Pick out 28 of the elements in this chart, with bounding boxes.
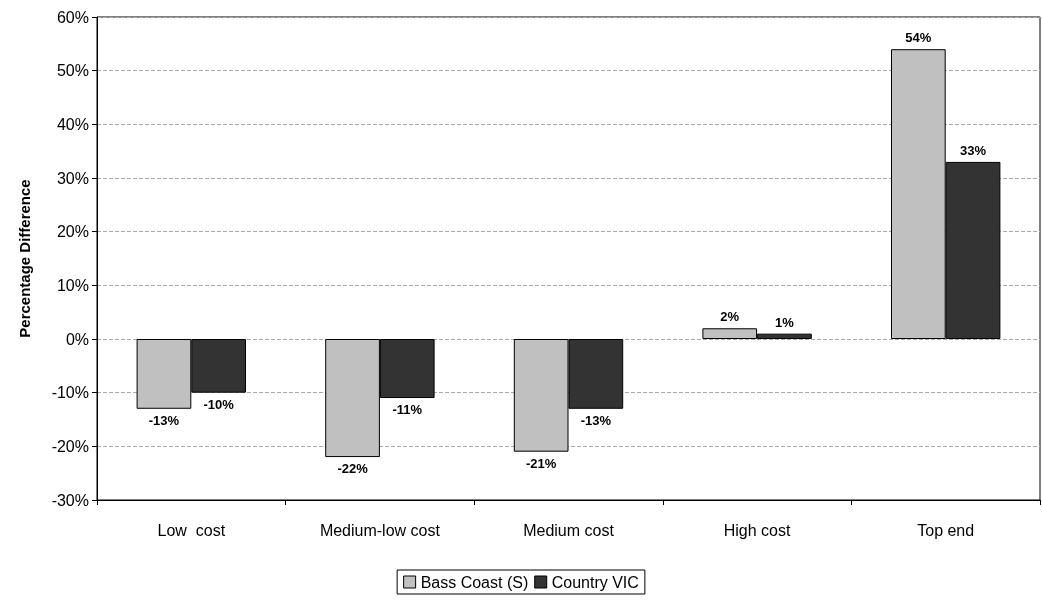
y-axis-title: Percentage Difference: [16, 179, 33, 338]
data-label: -13%: [580, 412, 612, 428]
data-label: -13%: [148, 412, 180, 428]
x-tick-label: Top end: [917, 521, 975, 539]
y-tick-label: 10%: [56, 276, 89, 294]
data-label: 33%: [960, 142, 987, 158]
data-label: -11%: [392, 402, 423, 418]
data-label: -10%: [203, 396, 235, 412]
x-tick-label: Medium-low cost: [319, 521, 441, 539]
x-tick-label: Low cost: [157, 521, 226, 539]
y-tick-label: -20%: [51, 437, 89, 455]
y-tick-label: -10%: [51, 384, 89, 402]
y-tick-label: 0%: [65, 330, 89, 348]
legend-label: Country VIC: [551, 573, 639, 591]
data-label: 54%: [905, 30, 932, 46]
data-label: 2%: [720, 309, 740, 325]
y-tick-label: 30%: [56, 169, 89, 187]
y-tick-label: 20%: [56, 223, 89, 241]
x-tick-label: High cost: [723, 521, 791, 539]
y-tick-label: 40%: [56, 115, 89, 133]
data-label: 1%: [775, 314, 795, 330]
legend-label: Bass Coast (S): [420, 573, 529, 591]
x-tick-label: Medium cost: [523, 521, 615, 539]
data-label: -22%: [337, 461, 369, 477]
y-tick-label: 50%: [56, 62, 89, 80]
y-tick-label: -30%: [51, 491, 89, 509]
data-label: -21%: [525, 455, 557, 471]
y-tick-label: 60%: [56, 8, 89, 26]
